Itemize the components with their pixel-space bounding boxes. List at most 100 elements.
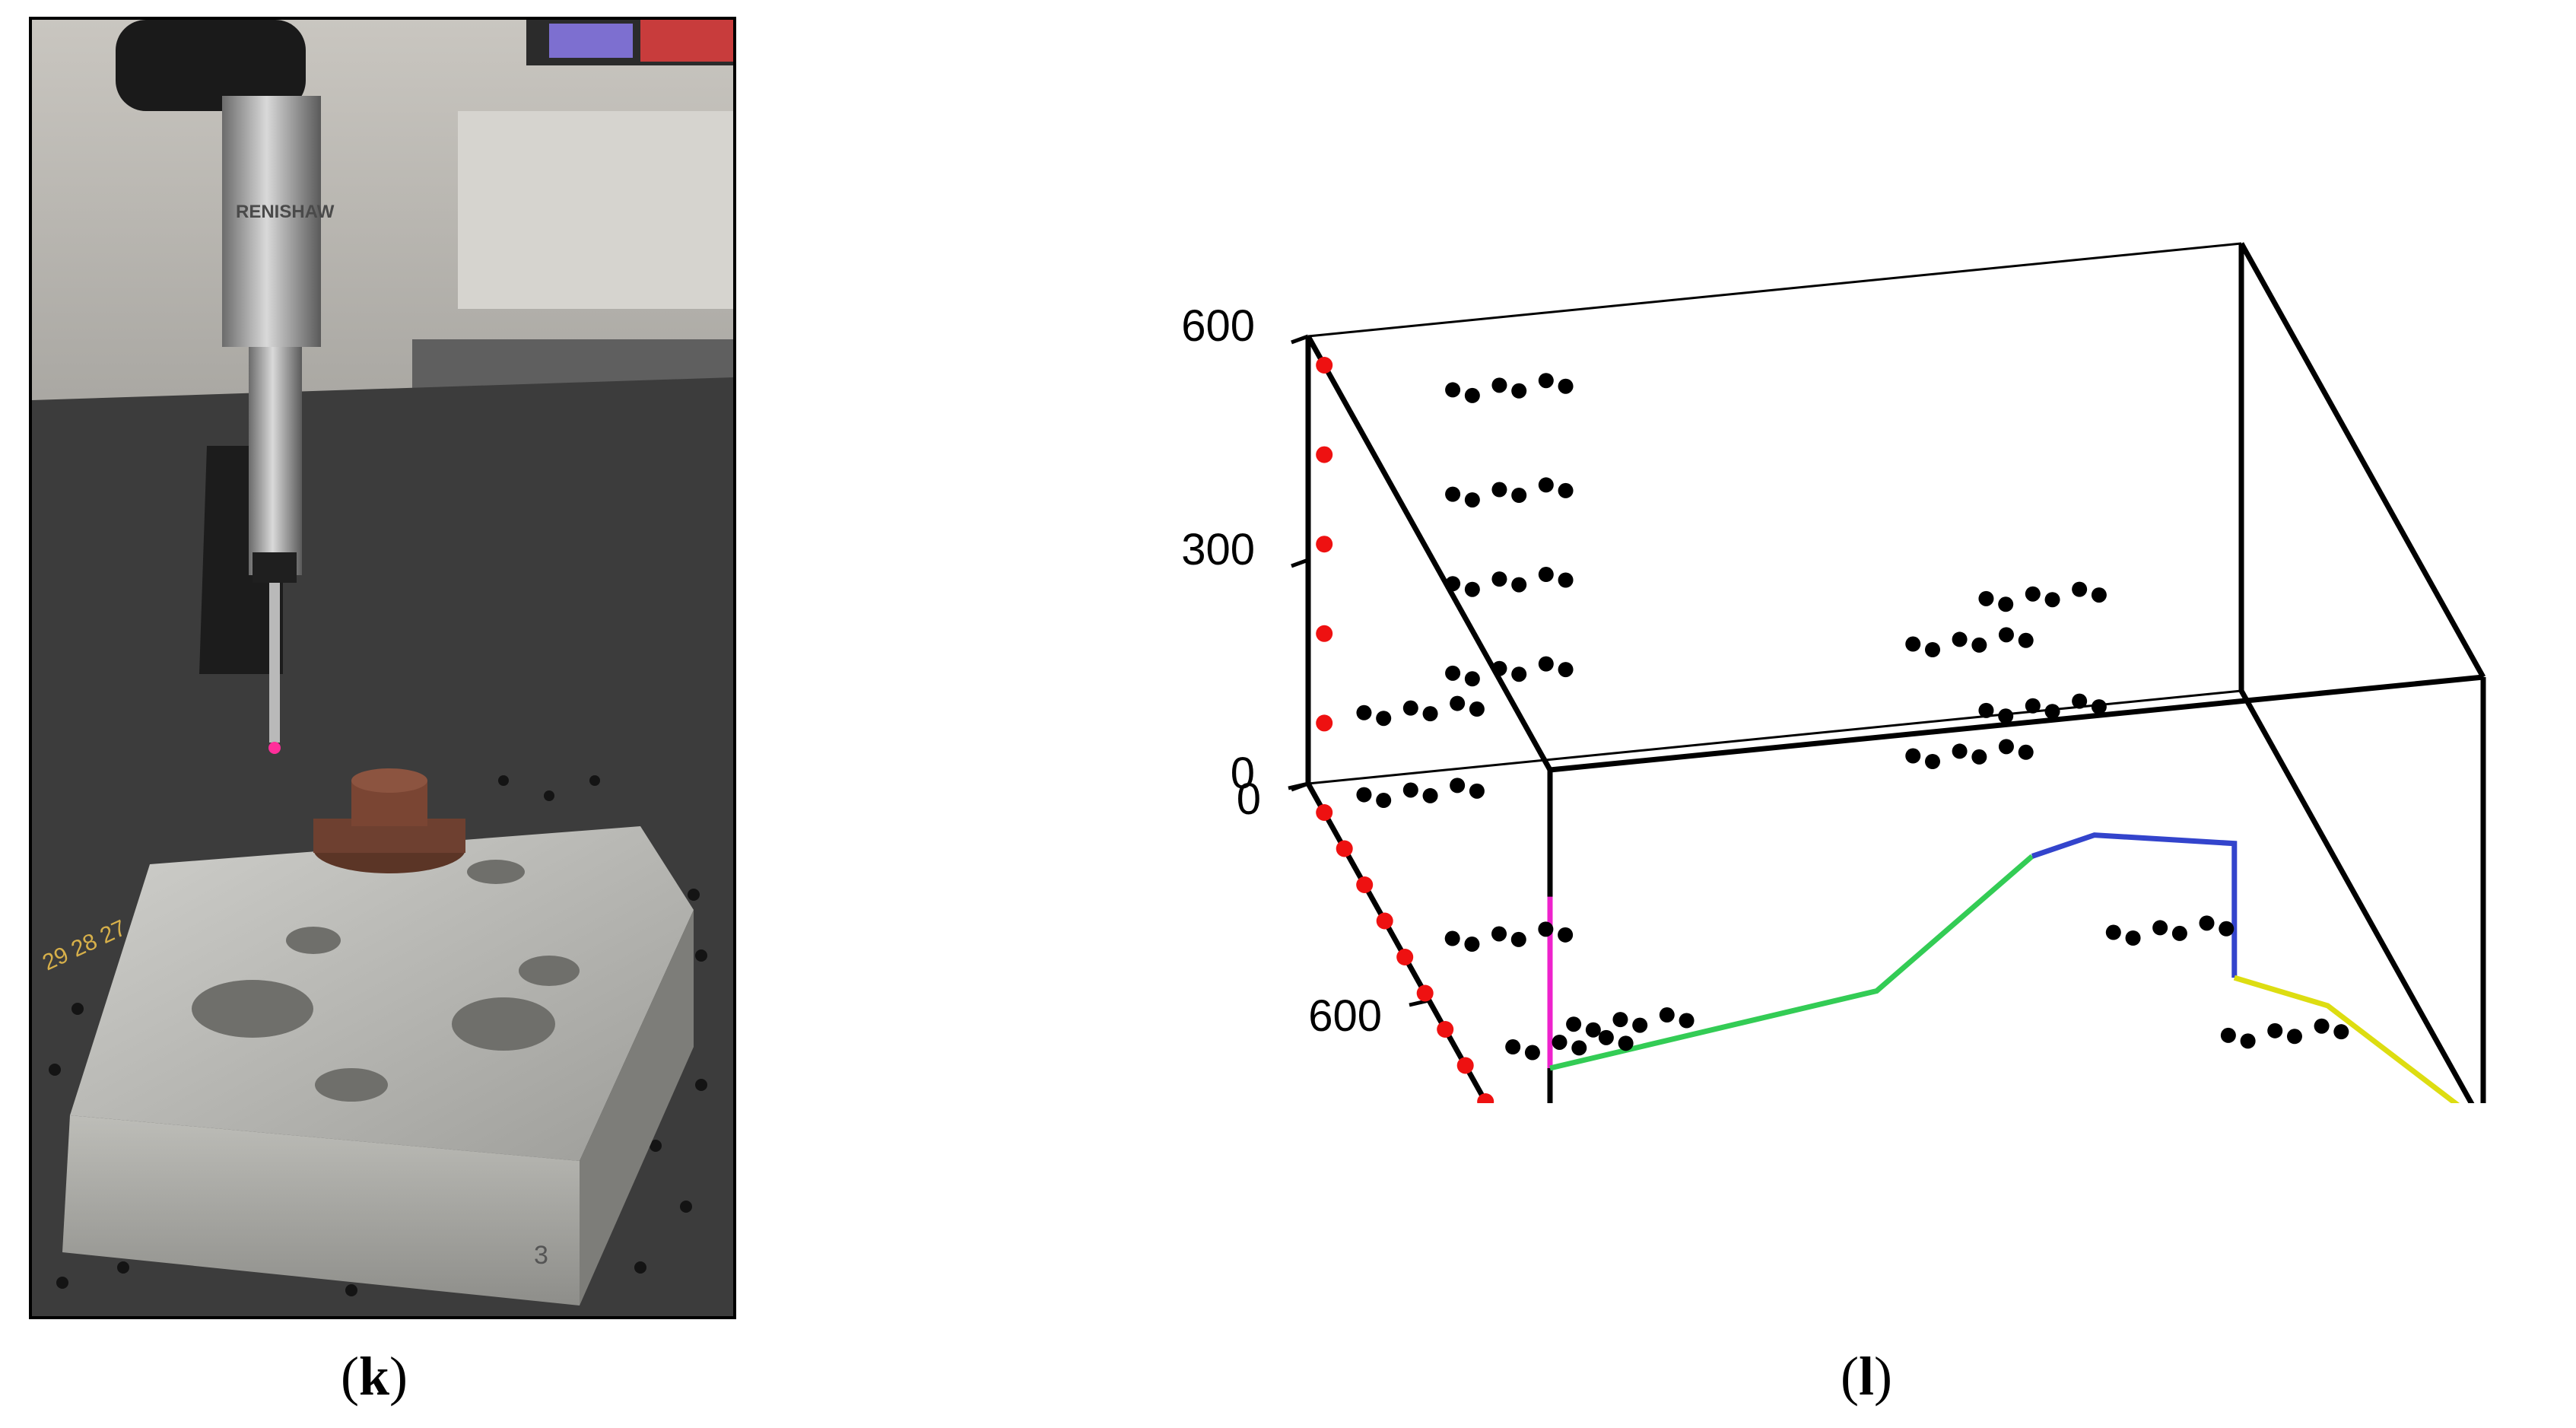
data-point	[1445, 486, 1461, 502]
probe-brand-label: RENISHAW	[236, 202, 335, 222]
projection-point	[1396, 949, 1414, 965]
data-point	[2314, 1018, 2330, 1034]
data-point	[1491, 482, 1507, 498]
data-point	[1445, 382, 1461, 398]
data-point	[2105, 924, 2121, 940]
data-point	[1925, 642, 1940, 657]
data-point	[1659, 1007, 1675, 1023]
blue-path	[2031, 832, 2238, 978]
projection-point	[1356, 876, 1374, 893]
stylus-tip	[268, 742, 281, 754]
data-point	[1505, 1039, 1521, 1055]
data-point	[2072, 581, 2088, 597]
y-tick-label: 600	[1308, 991, 1382, 1041]
data-point	[2219, 921, 2235, 937]
data-point	[1558, 378, 1574, 394]
z-tick-label: 0	[1231, 749, 1255, 798]
projection-point	[1316, 357, 1333, 374]
data-point	[1612, 1012, 1628, 1028]
data-point	[1464, 937, 1480, 953]
data-point	[1566, 1016, 1582, 1032]
data-point	[2091, 587, 2107, 603]
data-point	[1978, 702, 1994, 718]
data-point	[1450, 778, 1466, 794]
projection-point	[1437, 1021, 1454, 1038]
data-point	[1464, 492, 1480, 508]
projection-point	[1316, 446, 1333, 463]
data-point	[1618, 1035, 1634, 1051]
background-machine	[458, 111, 733, 309]
data-point	[1376, 711, 1392, 727]
stylus	[269, 583, 280, 743]
data-point	[1558, 572, 1574, 588]
data-point	[2199, 915, 2215, 931]
data-point	[2044, 592, 2060, 608]
data-point	[2018, 744, 2034, 760]
scatter-3d-plot: 03006000600120006001200	[1181, 242, 2486, 1103]
data-point	[1464, 387, 1480, 403]
projection-point	[1316, 804, 1333, 821]
data-point	[2044, 704, 2060, 720]
probe-photo: 29 28 27 3 RENISHAW	[29, 17, 736, 1319]
data-point	[1538, 921, 1554, 937]
data-point	[2220, 1027, 2236, 1043]
probe-body	[222, 96, 321, 347]
yellow-path	[2233, 975, 2460, 1103]
box-edge	[2238, 242, 2486, 679]
data-point	[2091, 699, 2107, 715]
data-point	[1538, 373, 1554, 389]
data-point	[2240, 1033, 2256, 1049]
data-point	[1585, 1022, 1601, 1038]
data-point	[1491, 571, 1507, 587]
data-point	[1445, 665, 1461, 681]
data-point	[1469, 783, 1485, 799]
caption-l: (l)	[1841, 1346, 1892, 1407]
axis-ticks	[1288, 334, 1430, 1007]
data-point	[1978, 590, 1994, 606]
block-number: 3	[534, 1241, 548, 1270]
data-point	[1998, 627, 2014, 643]
data-point	[2025, 586, 2041, 602]
projection-point	[1336, 840, 1353, 857]
data-point	[1998, 739, 2014, 755]
box-edge	[1305, 335, 1553, 771]
data-point	[2025, 698, 2041, 714]
y-tick-label: 0	[1237, 774, 1261, 824]
data-point	[1998, 708, 2014, 724]
data-point	[1511, 577, 1527, 593]
data-point	[1998, 596, 2014, 612]
aluminium-block	[70, 826, 694, 1161]
data-point	[1538, 567, 1554, 583]
data-point	[1571, 1040, 1587, 1056]
data-point	[1511, 666, 1527, 682]
data-point	[1356, 787, 1372, 803]
z-tick	[1291, 558, 1309, 568]
data-point	[1511, 488, 1527, 503]
projection-point	[1316, 536, 1333, 553]
projection-point	[1376, 912, 1393, 930]
projection-point	[1456, 1057, 1474, 1074]
box-edge	[1307, 689, 2242, 785]
data-point	[1905, 636, 1921, 652]
z-tick-label: 300	[1181, 525, 1255, 574]
data-point	[1491, 926, 1507, 942]
data-point	[1422, 706, 1438, 722]
projection-point	[1316, 625, 1333, 642]
data-point	[1510, 931, 1526, 947]
y-tick	[1288, 781, 1309, 790]
data-point	[1491, 377, 1507, 393]
data-point	[1905, 748, 1921, 764]
probe-head	[116, 20, 306, 111]
data-point	[1971, 749, 1987, 765]
bounding-box	[1305, 242, 2486, 1103]
z-tick-label: 600	[1181, 301, 1255, 351]
data-point	[1491, 660, 1507, 676]
caption-k: (k)	[341, 1346, 408, 1407]
data-point	[1598, 1029, 1614, 1045]
data-point	[1952, 631, 1968, 647]
data-point	[1538, 477, 1554, 493]
data-point	[1511, 383, 1527, 399]
data-point	[1538, 656, 1554, 672]
block-holes	[192, 860, 580, 1102]
data-point	[1679, 1013, 1695, 1029]
